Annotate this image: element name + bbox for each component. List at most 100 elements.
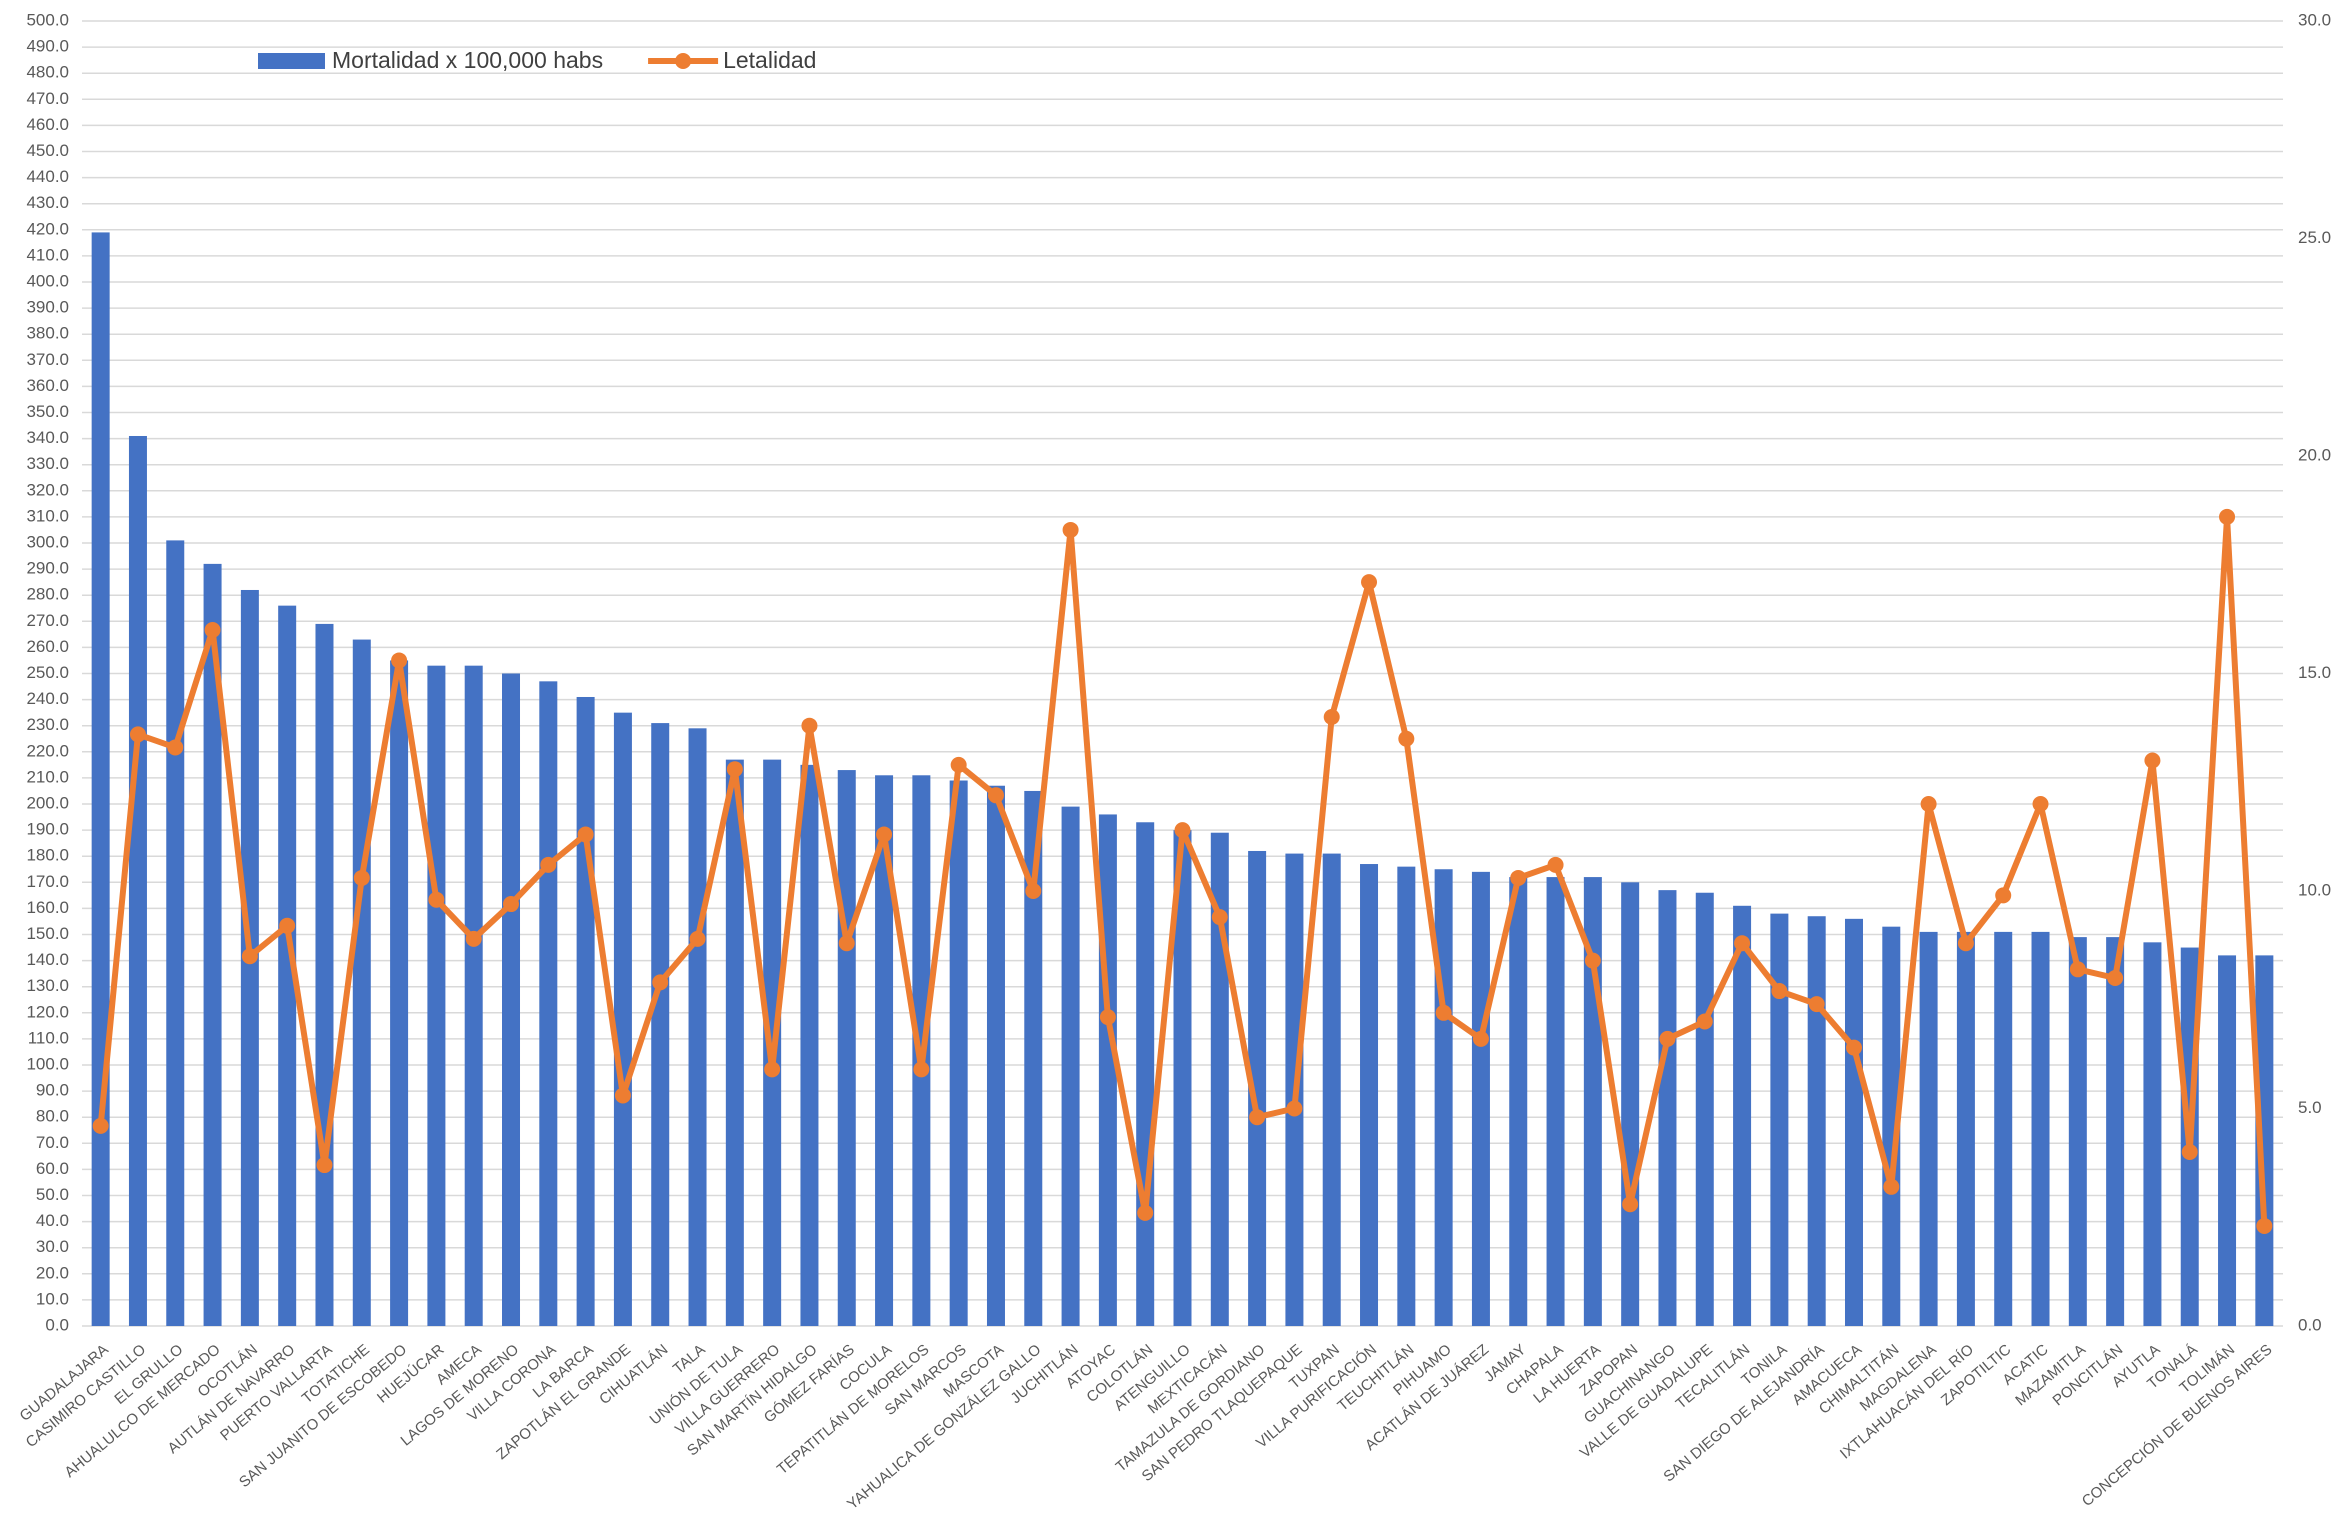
bar	[2143, 942, 2162, 1326]
marker	[503, 896, 520, 913]
bar	[390, 660, 409, 1326]
bar	[986, 785, 1005, 1326]
bar	[1397, 866, 1416, 1326]
y-tick-label: 400.0	[26, 271, 69, 290]
bar	[576, 696, 595, 1326]
y-tick-label: 270.0	[26, 611, 69, 630]
marker	[801, 717, 818, 734]
y-tick-label: 430.0	[26, 193, 69, 212]
y2-tick-label: 25.0	[2298, 228, 2331, 247]
marker	[1099, 1009, 1116, 1026]
y-tick-label: 130.0	[26, 976, 69, 995]
y-tick-label: 0.0	[45, 1315, 69, 1334]
bar	[427, 665, 446, 1326]
bar	[1136, 822, 1155, 1326]
bar	[1844, 918, 1863, 1326]
marker	[1435, 1004, 1452, 1021]
bar	[651, 723, 670, 1326]
bar	[203, 563, 222, 1326]
marker	[353, 869, 370, 886]
bar	[949, 780, 968, 1326]
marker	[1734, 935, 1751, 952]
bar	[2031, 931, 2050, 1326]
y-tick-label: 350.0	[26, 402, 69, 421]
y-tick-label: 290.0	[26, 559, 69, 578]
y-tick-label: 150.0	[26, 924, 69, 943]
marker	[876, 826, 893, 843]
marker	[1472, 1030, 1489, 1047]
marker	[652, 974, 669, 991]
y-tick-label: 310.0	[26, 506, 69, 525]
y2-tick-label: 30.0	[2298, 10, 2331, 29]
bar	[539, 681, 558, 1326]
y-tick-label: 170.0	[26, 872, 69, 891]
marker	[1920, 796, 1937, 812]
marker	[1659, 1030, 1676, 1047]
marker	[1883, 1178, 1900, 1195]
bar	[1994, 931, 2013, 1326]
y-tick-label: 410.0	[26, 245, 69, 264]
marker	[764, 1061, 781, 1078]
bar	[875, 775, 894, 1326]
y-tick-label: 60.0	[36, 1159, 69, 1178]
y-tick-label: 320.0	[26, 480, 69, 499]
marker	[2069, 961, 2086, 978]
bar	[1882, 926, 1901, 1326]
legend-marker	[675, 53, 692, 69]
y2-tick-label: 10.0	[2298, 880, 2331, 899]
marker	[1323, 709, 1340, 725]
bar	[91, 232, 110, 1326]
marker	[241, 948, 258, 965]
bar	[464, 665, 483, 1326]
y-tick-label: 440.0	[26, 167, 69, 186]
marker	[577, 826, 594, 843]
marker	[92, 1117, 109, 1134]
marker	[391, 652, 408, 669]
legend-label: Mortalidad x 100,000 habs	[332, 47, 603, 73]
y-tick-label: 420.0	[26, 219, 69, 238]
marker	[1771, 983, 1788, 1000]
bar	[1248, 850, 1267, 1326]
bar	[2218, 955, 2237, 1326]
bar	[1956, 931, 1975, 1326]
marker	[1808, 996, 1825, 1013]
y-tick-label: 480.0	[26, 63, 69, 82]
bar	[688, 728, 707, 1326]
marker	[279, 917, 296, 934]
y2-tick-label: 5.0	[2298, 1098, 2322, 1117]
bar	[1621, 882, 1640, 1326]
y2-tick-label: 0.0	[2298, 1315, 2322, 1334]
y-tick-label: 250.0	[26, 663, 69, 682]
bar	[1546, 877, 1565, 1326]
bar	[1322, 853, 1341, 1326]
legend-swatch	[258, 53, 325, 69]
y-tick-label: 330.0	[26, 454, 69, 473]
marker	[1547, 856, 1564, 873]
y-tick-label: 380.0	[26, 324, 69, 343]
marker	[1510, 869, 1527, 886]
marker	[1211, 909, 1228, 926]
y-tick-label: 340.0	[26, 428, 69, 447]
y-tick-label: 140.0	[26, 950, 69, 969]
bar	[1509, 877, 1528, 1326]
bar	[1471, 871, 1490, 1326]
y-tick-label: 490.0	[26, 37, 69, 56]
marker	[540, 856, 557, 873]
bar	[128, 435, 147, 1326]
y-tick-label: 220.0	[26, 741, 69, 760]
marker	[1584, 952, 1601, 969]
bar	[1061, 806, 1080, 1326]
y2-tick-label: 20.0	[2298, 445, 2331, 464]
marker	[1137, 1204, 1154, 1221]
y-tick-label: 80.0	[36, 1107, 69, 1126]
bar	[1173, 830, 1192, 1326]
marker	[1286, 1100, 1303, 1117]
marker	[1361, 574, 1378, 591]
y-tick-label: 210.0	[26, 767, 69, 786]
marker	[167, 739, 184, 756]
marker	[2256, 1217, 2273, 1234]
marker	[1845, 1039, 1862, 1056]
bar	[1807, 916, 1826, 1326]
legend-label: Letalidad	[723, 47, 816, 73]
marker	[614, 1087, 631, 1104]
